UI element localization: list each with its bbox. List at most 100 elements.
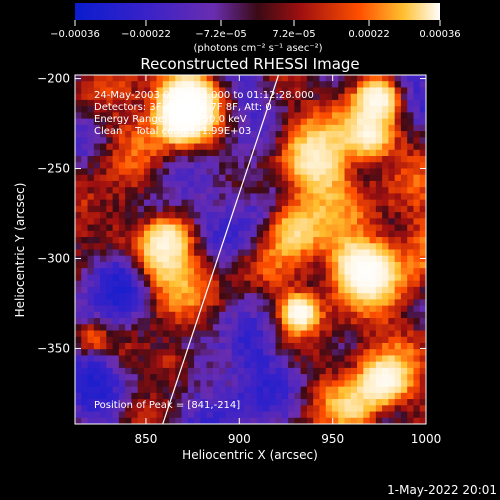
heatmap-cell	[118, 149, 126, 157]
heatmap-cell	[350, 168, 358, 176]
heatmap-cell	[75, 399, 82, 406]
heatmap-cell	[219, 224, 227, 232]
heatmap-cell	[375, 392, 383, 400]
heatmap-cell	[87, 75, 95, 82]
heatmap-cell	[250, 380, 258, 388]
heatmap-cell	[263, 143, 270, 151]
heatmap-cell	[300, 405, 308, 413]
heatmap-cell	[181, 180, 189, 188]
heatmap-cell	[382, 411, 389, 419]
heatmap-cell	[382, 81, 389, 89]
heatmap-cell	[125, 318, 133, 325]
heatmap-cell	[81, 143, 89, 151]
heatmap-cell	[288, 237, 295, 244]
heatmap-cell	[169, 162, 176, 170]
heatmap-cell	[363, 81, 371, 89]
heatmap-cell	[194, 149, 201, 157]
heatmap-cell	[275, 156, 283, 163]
heatmap-cell	[175, 324, 183, 332]
heatmap-cell	[81, 311, 89, 319]
heatmap-cell	[394, 112, 402, 120]
heatmap-cell	[338, 106, 346, 113]
heatmap-cell	[288, 330, 295, 338]
heatmap-cell	[237, 180, 245, 188]
heatmap-cell	[275, 417, 283, 424]
heatmap-cell	[275, 212, 283, 219]
heatmap-cell	[388, 193, 396, 201]
heatmap-cell	[394, 405, 402, 413]
heatmap-cell	[169, 199, 176, 207]
heatmap-cell	[288, 318, 295, 325]
heatmap-cell	[75, 361, 82, 369]
heatmap-cell	[156, 118, 164, 126]
heatmap-cell	[338, 255, 346, 263]
heatmap-cell	[118, 336, 126, 344]
heatmap-cell	[112, 124, 120, 132]
heatmap-cell	[394, 93, 402, 101]
heatmap-cell	[325, 193, 333, 201]
heatmap-cell	[206, 405, 214, 413]
heatmap-cell	[200, 118, 208, 126]
heatmap-cell	[181, 417, 189, 424]
y-tick-label: −350	[37, 341, 70, 355]
heatmap-cell	[382, 218, 389, 226]
heatmap-cell	[244, 237, 252, 244]
heatmap-cell	[357, 230, 364, 238]
heatmap-cell	[219, 380, 227, 388]
heatmap-cell	[363, 87, 371, 95]
heatmap-cell	[269, 224, 277, 232]
heatmap-cell	[131, 336, 139, 344]
heatmap-cell	[419, 180, 426, 188]
heatmap-cell	[219, 299, 227, 307]
heatmap-cell	[256, 361, 264, 369]
heatmap-cell	[369, 417, 377, 424]
heatmap-cell	[231, 293, 239, 300]
heatmap-cell	[250, 162, 258, 170]
heatmap-cell	[212, 299, 220, 307]
heatmap-cell	[394, 193, 402, 201]
heatmap-cell	[125, 280, 133, 288]
heatmap-cell	[281, 112, 289, 120]
heatmap-cell	[100, 81, 107, 89]
heatmap-cell	[331, 187, 339, 195]
heatmap-cell	[300, 286, 308, 294]
heatmap-cell	[75, 224, 82, 232]
heatmap-cell	[419, 187, 426, 195]
heatmap-cell	[75, 199, 82, 207]
heatmap-cell	[325, 124, 333, 132]
heatmap-cell	[338, 399, 346, 406]
heatmap-cell	[344, 336, 352, 344]
heatmap-cell	[400, 212, 408, 219]
heatmap-cell	[137, 193, 145, 201]
heatmap-cell	[319, 218, 327, 226]
heatmap-cell	[400, 112, 408, 120]
heatmap-cell	[143, 174, 151, 182]
heatmap-cell	[306, 417, 314, 424]
heatmap-cell	[400, 392, 408, 400]
heatmap-cell	[100, 143, 107, 151]
heatmap-cell	[338, 187, 346, 195]
heatmap-cell	[231, 280, 239, 288]
heatmap-cell	[382, 124, 389, 132]
heatmap-cell	[256, 405, 264, 413]
heatmap-cell	[400, 199, 408, 207]
heatmap-cell	[331, 255, 339, 263]
heatmap-cell	[206, 305, 214, 313]
heatmap-cell	[143, 106, 151, 113]
heatmap-cell	[369, 187, 377, 195]
heatmap-cell	[175, 386, 183, 394]
heatmap-cell	[81, 212, 89, 219]
heatmap-cell	[150, 180, 158, 188]
heatmap-cell	[131, 162, 139, 170]
heatmap-cell	[338, 268, 346, 276]
heatmap-cell	[156, 81, 164, 89]
heatmap-cell	[112, 311, 120, 319]
heatmap-cell	[125, 274, 133, 282]
heatmap-cell	[313, 218, 321, 226]
heatmap-cell	[75, 143, 82, 151]
heatmap-cell	[169, 261, 176, 269]
heatmap-cell	[225, 293, 233, 300]
heatmap-cell	[231, 137, 239, 145]
heatmap-cell	[319, 124, 327, 132]
heatmap-cell	[125, 386, 133, 394]
